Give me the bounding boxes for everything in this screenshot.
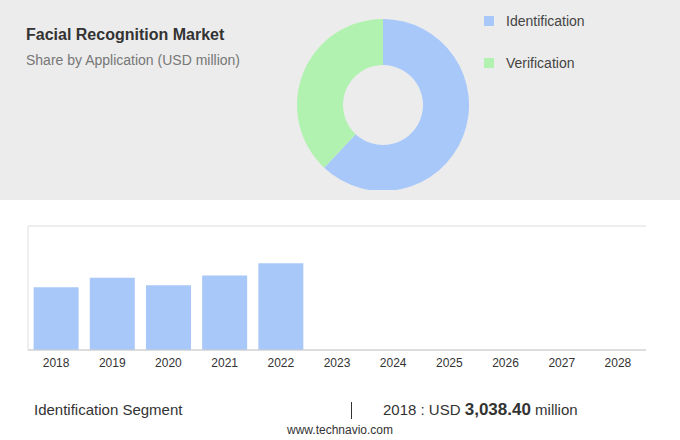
html-text:Share by Application (USD mill: Share by Application (USD million) [26,52,240,68]
svg-text:2021: 2021 [211,356,238,370]
html-text:Verification: Verification [506,55,575,71]
svg-text:2020: 2020 [155,356,182,370]
html-text:Facial Recognition Market: Facial Recognition Market [26,26,225,43]
svg-text:2028: 2028 [605,356,632,370]
html-text:Identification Segment: Identification Segment [34,401,183,418]
svg-text:2018: 2018 [43,356,70,370]
svg-text:2027: 2027 [548,356,575,370]
svg-text:2023: 2023 [324,356,351,370]
html-text:www.technavio.com: www.technavio.com [287,423,393,437]
html-text:Identification: Identification [506,13,585,29]
svg-text:2022: 2022 [267,356,294,370]
html-text:2018 : USD 3,038.40 million: 2018 : USD 3,038.40 million [383,400,578,419]
svg-text:2025: 2025 [436,356,463,370]
svg-text:2019: 2019 [99,356,126,370]
svg-text:2024: 2024 [380,356,407,370]
svg-text:2026: 2026 [492,356,519,370]
